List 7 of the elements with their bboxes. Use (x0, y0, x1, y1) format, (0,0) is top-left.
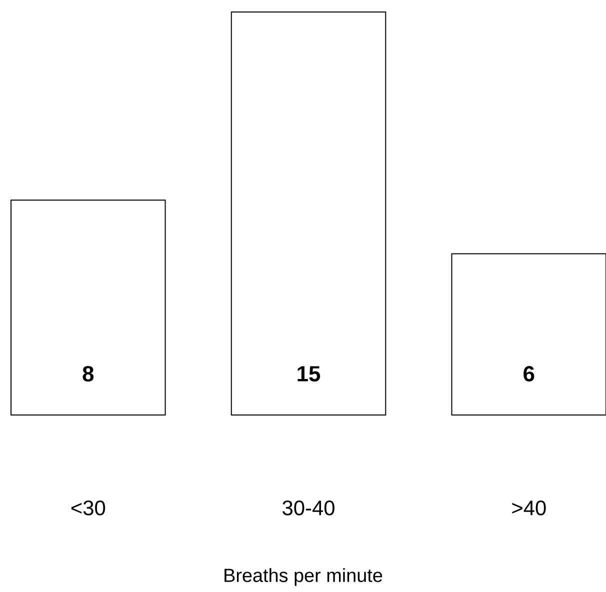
x-axis-title: Breaths per minute (224, 568, 382, 586)
data-label: 6 (524, 366, 534, 382)
data-label: 15 (298, 366, 320, 382)
x-tick-label: >40 (512, 500, 546, 516)
x-tick-label: <30 (71, 500, 106, 516)
x-tick-label: 30-40 (282, 500, 334, 516)
data-label: 8 (82, 366, 94, 382)
